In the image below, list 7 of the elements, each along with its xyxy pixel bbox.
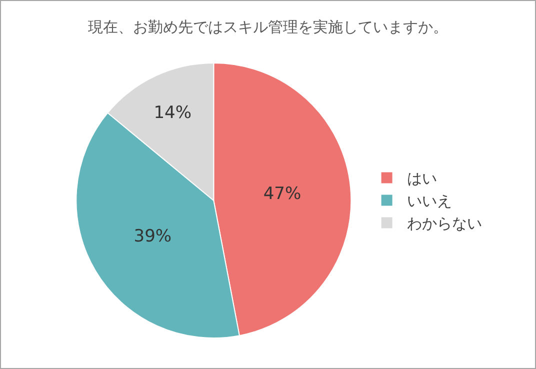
- data-label: 47%: [263, 184, 302, 204]
- chart-title: 現在、お勤め先ではスキル管理を実施していますか。: [88, 18, 448, 36]
- data-label: 14%: [154, 103, 192, 124]
- legend-label: いいえ: [406, 192, 452, 210]
- legend-label: はい: [406, 170, 437, 188]
- legend-label: わからない: [406, 214, 482, 233]
- data-label: 39%: [134, 226, 172, 247]
